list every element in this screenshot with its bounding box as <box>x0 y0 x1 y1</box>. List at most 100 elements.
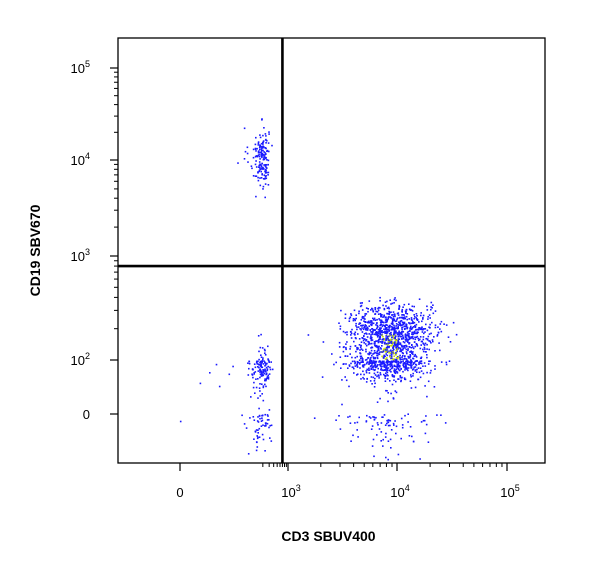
data-point <box>358 344 361 346</box>
data-point <box>362 376 364 379</box>
data-point <box>266 414 269 416</box>
data-point <box>376 340 379 342</box>
data-point <box>413 305 415 308</box>
data-point <box>359 349 361 351</box>
data-point <box>258 164 260 167</box>
data-point <box>428 333 431 335</box>
data-point <box>364 321 366 323</box>
data-point <box>388 342 390 344</box>
data-point <box>403 362 405 365</box>
data-point <box>243 127 246 130</box>
data-point <box>381 355 383 358</box>
data-point <box>258 170 260 173</box>
data-point <box>356 360 359 363</box>
data-point <box>356 346 358 349</box>
data-point <box>406 318 408 321</box>
data-point <box>398 343 400 345</box>
data-point <box>389 438 392 441</box>
data-point <box>266 422 269 425</box>
data-point <box>361 327 363 329</box>
data-point <box>367 308 369 310</box>
data-point <box>356 365 359 367</box>
data-point <box>266 167 268 169</box>
data-point <box>258 169 261 172</box>
data-point <box>262 369 264 371</box>
data-point <box>254 430 257 433</box>
data-point <box>386 328 389 331</box>
data-point <box>264 183 267 185</box>
data-point <box>362 339 365 342</box>
data-point <box>338 346 341 348</box>
data-point <box>360 357 362 360</box>
data-point <box>402 306 404 308</box>
data-point <box>347 367 349 369</box>
data-point <box>403 341 406 344</box>
data-point <box>418 363 420 365</box>
data-point <box>399 354 401 357</box>
data-point <box>361 302 363 304</box>
data-point <box>445 363 448 366</box>
data-point <box>237 162 239 164</box>
data-point <box>350 313 352 315</box>
data-point <box>352 319 355 322</box>
data-point <box>372 329 374 332</box>
data-point <box>365 348 367 351</box>
data-point <box>410 309 413 311</box>
data-point <box>397 325 399 328</box>
data-point <box>257 141 260 143</box>
data-point <box>374 319 377 321</box>
data-point <box>392 346 394 348</box>
data-point <box>397 357 399 360</box>
data-point <box>386 330 388 332</box>
data-point <box>363 378 365 380</box>
data-point <box>384 355 386 358</box>
data-point <box>413 332 416 335</box>
data-point <box>368 353 370 356</box>
data-point <box>426 305 428 308</box>
data-point <box>426 395 428 398</box>
data-point <box>380 422 383 424</box>
data-point <box>417 328 419 331</box>
data-point <box>261 433 264 436</box>
data-point <box>258 358 260 361</box>
data-point <box>412 331 414 334</box>
data-point <box>262 424 264 426</box>
data-point <box>394 334 397 337</box>
data-point <box>414 353 416 356</box>
data-point <box>267 174 269 176</box>
data-point <box>420 362 423 365</box>
data-point <box>396 366 398 368</box>
data-point <box>401 424 404 426</box>
data-point <box>439 328 441 330</box>
data-point <box>350 314 353 317</box>
y-tick-label: 0 <box>83 407 90 422</box>
data-point <box>368 325 371 327</box>
x-tick-label: 105 <box>500 483 519 500</box>
data-point <box>361 331 364 333</box>
data-point <box>405 348 408 351</box>
data-point <box>255 429 258 431</box>
data-point <box>268 426 270 429</box>
data-point <box>253 373 255 375</box>
data-point <box>356 429 358 431</box>
data-point <box>390 303 392 305</box>
data-point <box>385 365 387 368</box>
data-point <box>376 350 378 353</box>
data-point <box>449 341 452 343</box>
data-point <box>371 383 373 385</box>
data-point <box>401 314 403 316</box>
data-point <box>338 322 340 324</box>
data-point <box>353 340 355 343</box>
data-point <box>370 360 373 362</box>
data-point <box>267 358 269 360</box>
data-point <box>380 327 382 329</box>
data-point <box>421 328 423 331</box>
data-point <box>412 372 414 375</box>
data-point <box>389 364 391 366</box>
data-point <box>407 341 409 343</box>
data-point <box>250 165 253 167</box>
data-point <box>265 166 267 168</box>
data-point <box>377 374 380 376</box>
data-point <box>379 341 382 343</box>
data-point <box>267 159 270 162</box>
